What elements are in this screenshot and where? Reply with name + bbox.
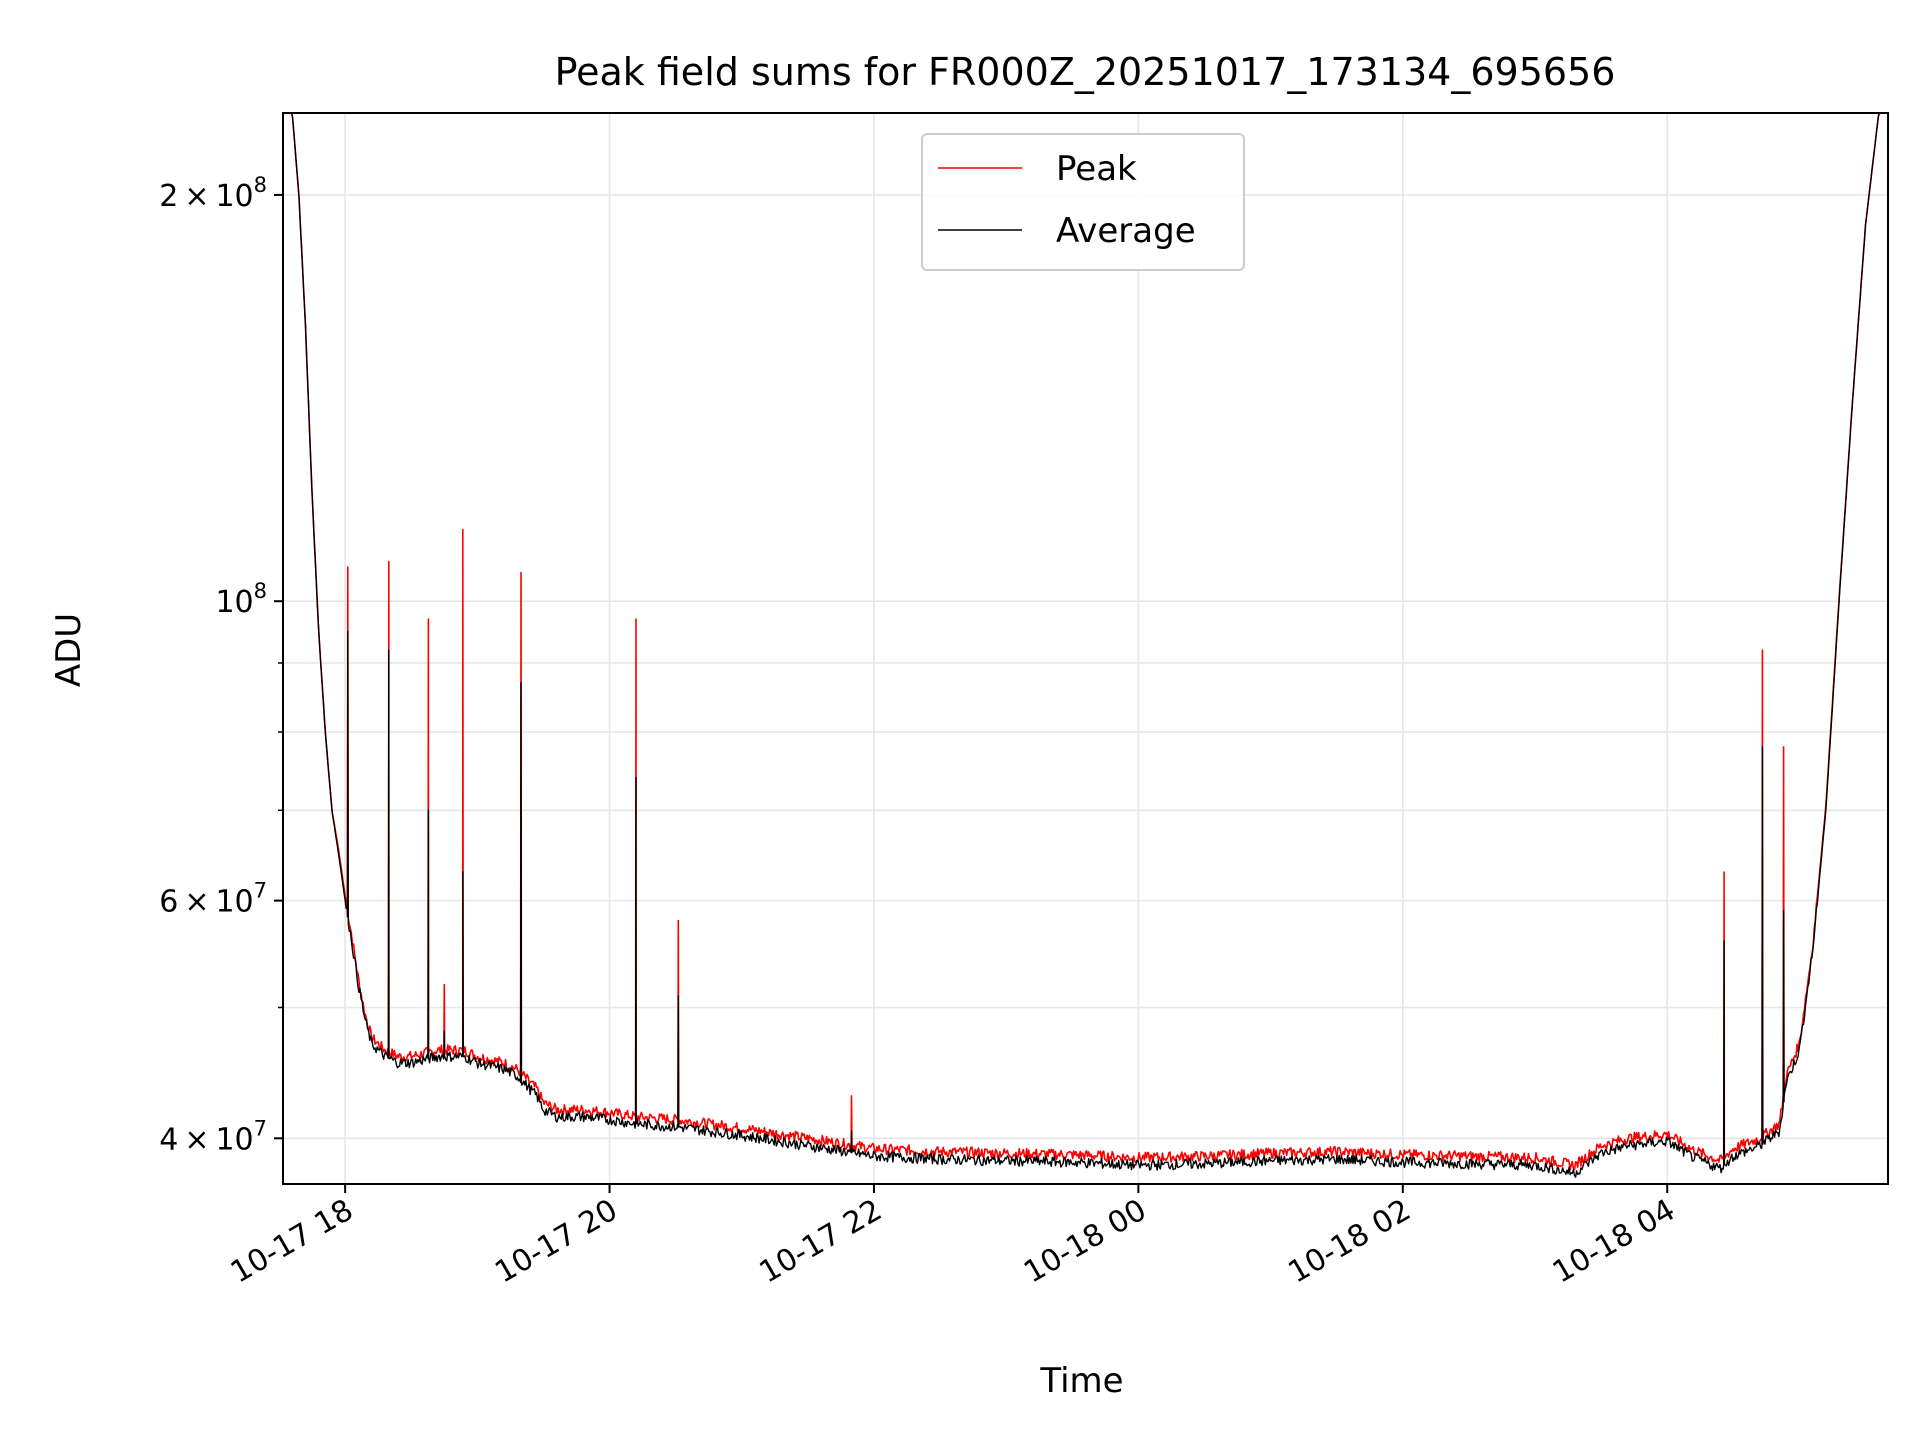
legend-peak-label: Peak <box>1056 149 1137 189</box>
y-tick-label: 6 × 107 <box>159 879 267 920</box>
plot-frame <box>282 112 1889 1185</box>
y-tick-label: 4 × 107 <box>159 1116 267 1157</box>
y-axis: 2 × 108 108 6 × 107 4 × 107 <box>159 173 283 1157</box>
x-axis-label: Time <box>1039 1361 1123 1401</box>
legend-average-label: Average <box>1056 211 1196 251</box>
y-tick-label: 2 × 108 <box>159 173 267 214</box>
series-average-line <box>283 113 1888 1178</box>
y-tick-label: 108 <box>215 579 267 620</box>
legend: Peak Average <box>921 133 1245 271</box>
plot-area <box>283 113 1888 1178</box>
chart-title: Peak field sums for FR000Z_20251017_1731… <box>555 50 1616 94</box>
y-axis-label: ADU <box>49 613 89 687</box>
